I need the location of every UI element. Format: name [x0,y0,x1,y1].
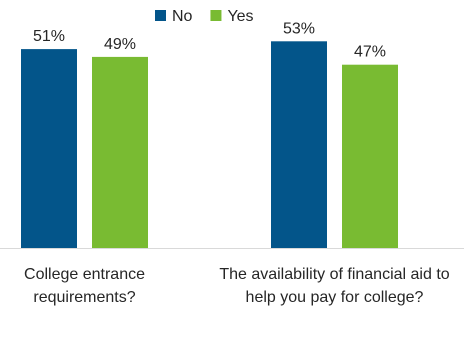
bar-no-0 [21,49,77,248]
data-label-no-1: 53% [283,20,315,37]
category-label-college-entrance: College entrance requirements? [24,266,145,306]
data-labels: 51% 49% 53% 47% [33,20,386,60]
bar-yes-0 [92,56,148,249]
bar-yes-1 [342,64,398,248]
legend-label-yes: Yes [227,8,253,25]
legend-label-no: No [172,8,193,25]
category-label-financial-aid: The availability of financial aid to hel… [219,266,450,306]
data-label-yes-1: 47% [354,44,386,61]
legend: No Yes [155,8,254,25]
legend-swatch-yes [210,10,222,21]
data-label-yes-0: 49% [104,36,136,53]
bar-no-1 [271,41,327,248]
data-label-no-0: 51% [33,28,65,45]
bars [21,41,398,249]
legend-swatch-no [155,10,166,21]
